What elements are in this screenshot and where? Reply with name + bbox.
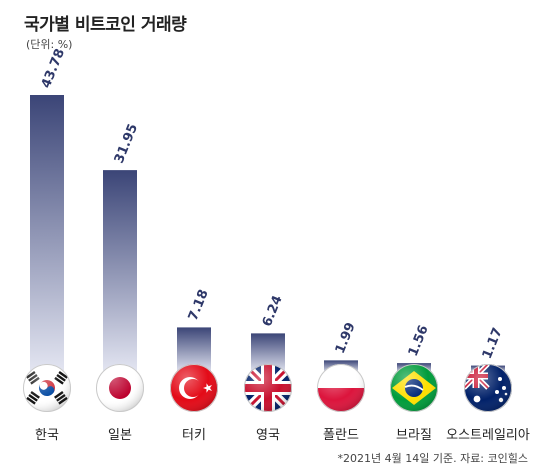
- value-label-4: 1.99: [333, 321, 359, 356]
- uk-flag-icon: [244, 364, 292, 412]
- value-label-3: 6.24: [260, 294, 286, 329]
- category-label-4: 폴란드: [323, 428, 359, 443]
- bar-0: [30, 95, 64, 373]
- category-label-1: 일본: [108, 428, 132, 443]
- poland-flag-icon: [317, 364, 365, 412]
- category-label-0: 한국: [35, 428, 59, 443]
- source-footnote: *2021년 4월 14일 기준. 자료: 코인힐스: [337, 452, 529, 465]
- value-label-1: 31.95: [112, 122, 141, 166]
- chart-title: 국가별 비트코인 거래량: [24, 15, 187, 35]
- australia-flag-icon: [464, 364, 512, 412]
- value-label-6: 1.17: [480, 326, 506, 361]
- category-label-6: 오스트레일리아: [446, 428, 530, 443]
- value-label-0: 43.78: [39, 47, 68, 91]
- brazil-flag-icon: [390, 364, 438, 412]
- south-korea-flag-icon: [23, 364, 71, 412]
- category-label-5: 브라질: [396, 428, 432, 443]
- value-label-5: 1.56: [406, 323, 432, 358]
- turkey-flag-icon: [170, 364, 218, 412]
- category-label-2: 터키: [182, 428, 206, 443]
- value-label-2: 7.18: [186, 288, 212, 323]
- category-label-3: 영국: [256, 428, 280, 443]
- unit-label: (단위: %): [26, 38, 73, 51]
- japan-flag-icon: [96, 364, 144, 412]
- bar-1: [103, 170, 137, 373]
